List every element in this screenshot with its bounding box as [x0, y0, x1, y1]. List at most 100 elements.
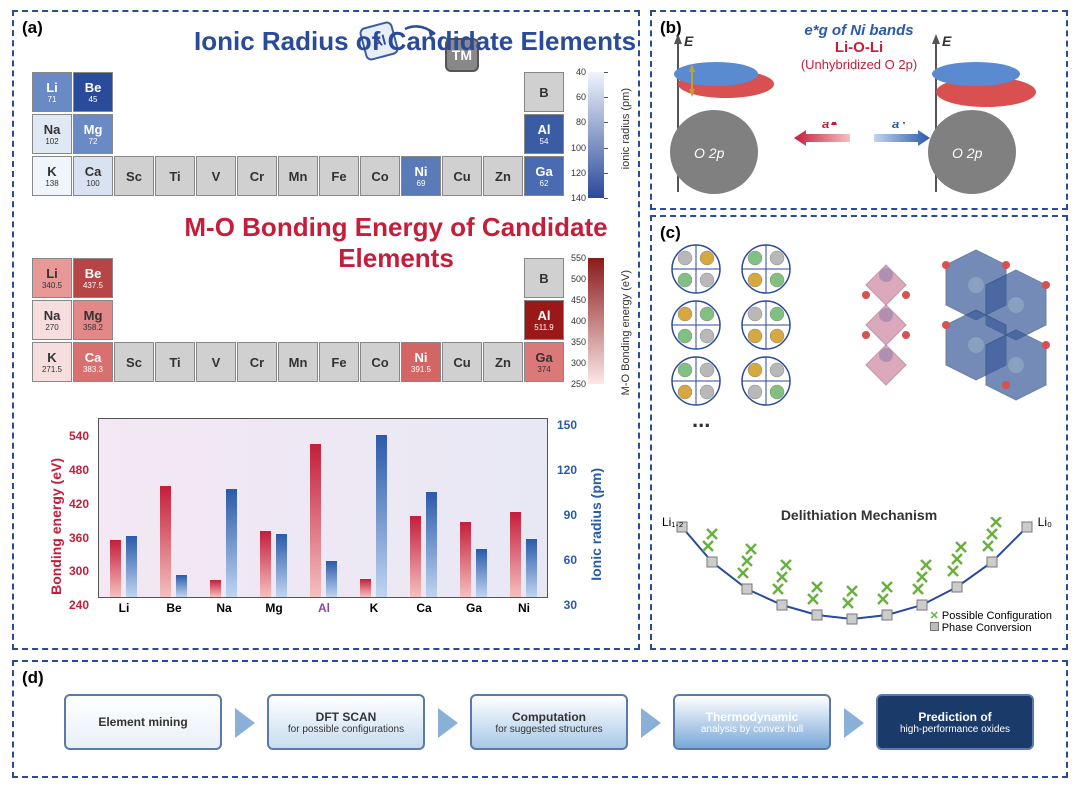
panel-a-label: (a): [22, 18, 43, 38]
chart-xtick: Mg: [265, 601, 282, 615]
element-cell: K271.5: [32, 342, 72, 382]
ionic-title: Ionic Radius of Candidate Elements: [194, 26, 636, 57]
chart-xtick: Na: [216, 601, 231, 615]
element-cell: Ti: [155, 156, 195, 196]
element-cell: B: [524, 258, 564, 298]
panel-b-left-dos: E O 2p: [666, 32, 796, 202]
element-cell: Na270: [32, 300, 72, 340]
element-cell: Cr: [237, 156, 277, 196]
bar-ionic: [526, 539, 537, 598]
flow-step: DFT SCANfor possible configurations: [267, 694, 425, 750]
colorbar-mo-title: M-O Bonding energy (eV): [620, 270, 632, 395]
element-cell: Cu: [442, 156, 482, 196]
chart-ytick-left: 240: [69, 598, 89, 612]
chart-xtick: Al: [318, 601, 330, 615]
svg-text:E: E: [684, 33, 694, 49]
panel-b: (b) e*g of Ni bands Li-O-Li (Unhybridize…: [650, 10, 1068, 210]
panel-c-label: (c): [660, 223, 681, 243]
element-cell: Zn: [483, 342, 523, 382]
element-cell: Cu: [442, 342, 482, 382]
bar-ionic: [276, 534, 287, 597]
colorbar-tick: 450: [571, 295, 586, 305]
element-cell: Be437.5: [73, 258, 113, 298]
colorbar-ionic: [588, 72, 604, 198]
svg-text:E: E: [942, 33, 952, 49]
flow-arrow-icon: [235, 708, 255, 738]
panel-d: (d) Element miningDFT SCANfor possible c…: [12, 660, 1068, 778]
chart-xtick: Be: [166, 601, 181, 615]
bar-ionic: [476, 549, 487, 597]
figure-root: (a) Al TM Ionic Radius of Candidate Elem…: [0, 0, 1080, 788]
chart-ytick-right: 150: [557, 418, 577, 432]
element-cell: V: [196, 342, 236, 382]
bar-bonding: [460, 522, 471, 597]
colorbar-tick: 60: [576, 92, 586, 102]
flow-step: Computationfor suggested structures: [470, 694, 628, 750]
colorbar-tick: 80: [576, 117, 586, 127]
bar-bonding: [410, 516, 421, 597]
bar-chart: Bonding energy (eV) Ionic radius (pm) Li…: [56, 408, 596, 638]
colorbar-tick: 120: [571, 168, 586, 178]
element-cell: Ni69: [401, 156, 441, 196]
chart-ytick-left: 420: [69, 497, 89, 511]
chart-ytick-left: 360: [69, 531, 89, 545]
element-cell: Al511.9: [524, 300, 564, 340]
panel-d-flow: Element mining DFT SCANfor possible confi…: [64, 694, 1036, 754]
bar-bonding: [510, 512, 521, 597]
panel-c-legend: ✕ Possible Configuration Phase Conversio…: [930, 609, 1052, 634]
chart-ytick-left: 480: [69, 463, 89, 477]
element-cell: Mn: [278, 156, 318, 196]
panel-c: (c) ...: [650, 215, 1068, 650]
element-cell: Mg358.2: [73, 300, 113, 340]
colorbar-tick: 350: [571, 337, 586, 347]
bar-ionic: [326, 561, 337, 597]
colorbar-tick: 500: [571, 274, 586, 284]
chart-ytick-left: 300: [69, 564, 89, 578]
element-cell: Zn: [483, 156, 523, 196]
chart-xtick: K: [370, 601, 379, 615]
element-cell: V: [196, 156, 236, 196]
colorbar-tick: 140: [571, 193, 586, 203]
element-cell: Ni391.5: [401, 342, 441, 382]
element-cell: B: [524, 72, 564, 112]
chart-ytick-right: 120: [557, 463, 577, 477]
element-cell: Mg72: [73, 114, 113, 154]
panel-a: (a) Al TM Ionic Radius of Candidate Elem…: [12, 10, 640, 650]
svg-text:a: a: [822, 122, 829, 131]
chart-xtick: Ga: [466, 601, 482, 615]
chart-ytick-right: 60: [564, 553, 577, 567]
legend-possible: ✕ Possible Configuration: [930, 609, 1052, 622]
flow-step: Element mining: [64, 694, 222, 750]
colorbar-tick: 100: [571, 143, 586, 153]
chart-xtick: Ca: [416, 601, 431, 615]
flow-step: Prediction ofhigh-performance oxides: [876, 694, 1034, 750]
bar-bonding: [360, 579, 371, 597]
panel-c-li12: Li₁.₂: [662, 515, 683, 529]
panel-c-crystals: [836, 235, 1056, 425]
element-cell: Al54: [524, 114, 564, 154]
element-cell: K138: [32, 156, 72, 196]
b-title-sub: (Unhybridized O 2p): [801, 57, 917, 72]
bar-bonding: [160, 486, 171, 597]
svg-text:O 2p: O 2p: [952, 145, 983, 161]
bar-bonding: [210, 580, 221, 597]
bar-ionic: [176, 575, 187, 598]
chart-plot-area: LiBeNaMgAlKCaGaNi24030036042048054030609…: [98, 418, 548, 598]
element-cell: Ga62: [524, 156, 564, 196]
chart-ylabel-right: Ionic radius (pm): [588, 468, 604, 581]
element-cell: Mn: [278, 342, 318, 382]
flow-arrow-icon: [438, 708, 458, 738]
flow-arrow-icon: [844, 708, 864, 738]
element-cell: Ca100: [73, 156, 113, 196]
flow-arrow-icon: [641, 708, 661, 738]
b-title-ni: e*g of Ni bands: [804, 22, 913, 39]
panel-b-arrows: a a: [792, 122, 932, 162]
colorbar-tick: 250: [571, 379, 586, 389]
element-cell: Co: [360, 342, 400, 382]
element-cell: Be45: [73, 72, 113, 112]
colorbar-ionic-title: ionic radius (pm): [620, 88, 632, 169]
bar-bonding: [260, 531, 271, 597]
colorbar-tick: 300: [571, 358, 586, 368]
element-cell: Na102: [32, 114, 72, 154]
element-cell: Ga374: [524, 342, 564, 382]
